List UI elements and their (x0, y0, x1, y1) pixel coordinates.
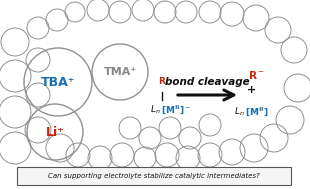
Text: $\mathbf{[M^{II}]}$: $\mathbf{[M^{II}]}$ (245, 105, 268, 118)
Text: Li⁺: Li⁺ (46, 125, 64, 139)
Text: bond cleavage: bond cleavage (165, 77, 250, 87)
Text: Can supporting electrolyte stabilize catalytic intermediates?: Can supporting electrolyte stabilize cat… (48, 173, 260, 179)
Text: $\mathit{L_n}$: $\mathit{L_n}$ (234, 105, 245, 118)
Text: R: R (158, 77, 166, 86)
Text: TMA⁺: TMA⁺ (103, 67, 137, 77)
FancyBboxPatch shape (17, 167, 291, 185)
Text: R$^-$: R$^-$ (248, 69, 265, 81)
Text: TBA⁺: TBA⁺ (41, 75, 75, 88)
Text: +: + (247, 85, 257, 95)
Text: $\mathbf{[M^{II}]}^-$: $\mathbf{[M^{II}]}^-$ (161, 103, 191, 116)
Text: $\mathit{L_n}$: $\mathit{L_n}$ (150, 103, 161, 115)
